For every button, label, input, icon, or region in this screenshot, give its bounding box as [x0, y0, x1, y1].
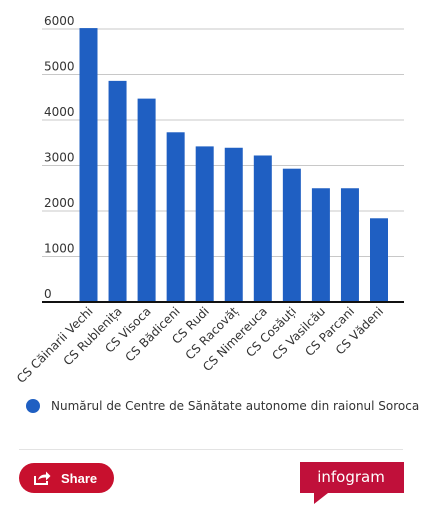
- bar: [79, 28, 98, 303]
- bar: [311, 188, 330, 302]
- y-tick-label: 1000: [44, 242, 75, 256]
- bar: [137, 98, 156, 303]
- bar: [166, 132, 185, 302]
- bar: [108, 80, 127, 303]
- legend-label: Numărul de Centre de Sănătate autonome d…: [51, 399, 419, 413]
- share-icon: [33, 470, 51, 486]
- bar: [340, 188, 359, 302]
- infogram-logo[interactable]: infogram: [296, 460, 406, 504]
- y-tick-label: 0: [44, 287, 52, 301]
- legend-marker: [26, 399, 40, 413]
- bar: [253, 155, 272, 302]
- logo-text: infogram: [317, 467, 385, 486]
- bar: [282, 168, 301, 302]
- bar: [195, 146, 214, 302]
- y-tick-label: 5000: [44, 60, 75, 74]
- grid-lines: [42, 28, 404, 257]
- legend: Numărul de Centre de Sănătate autonome d…: [26, 399, 419, 413]
- y-tick-label: 2000: [44, 196, 75, 210]
- y-tick-label: 4000: [44, 105, 75, 119]
- y-axis-ticks: 6000 5000 4000 3000 2000 1000 0: [44, 14, 75, 301]
- share-button[interactable]: Share: [19, 463, 114, 493]
- y-tick-label: 3000: [44, 151, 75, 165]
- bar: [224, 147, 243, 302]
- footer-divider: [19, 449, 403, 450]
- share-label: Share: [61, 470, 98, 486]
- bars: [79, 28, 388, 303]
- bar: [370, 218, 388, 302]
- y-tick-label: 6000: [44, 14, 75, 28]
